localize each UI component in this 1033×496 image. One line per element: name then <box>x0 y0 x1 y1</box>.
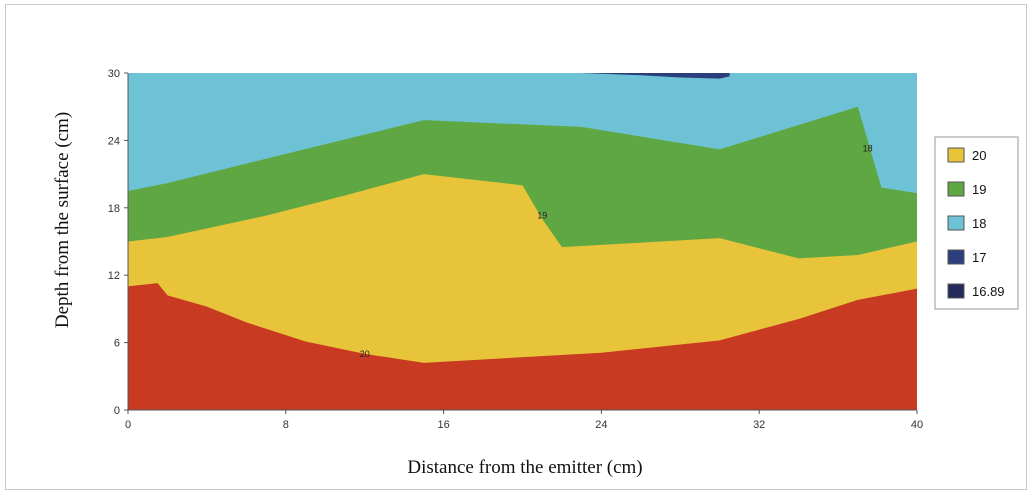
x-tick-label: 40 <box>911 419 923 431</box>
y-tick-label: 6 <box>114 338 120 350</box>
legend-swatch <box>947 181 965 197</box>
contour-label: 19 <box>537 211 547 221</box>
legend: 20 19 18 17 16.89 <box>934 136 1019 310</box>
x-tick-label: 32 <box>753 419 765 431</box>
y-axis-title: Depth from the surface (cm) <box>52 112 73 328</box>
legend-swatch <box>947 283 965 299</box>
legend-label: 17 <box>972 250 986 265</box>
y-tick-label: 18 <box>108 203 120 215</box>
legend-swatch <box>947 147 965 163</box>
x-tick-label: 0 <box>125 419 131 431</box>
chart-frame <box>5 4 1027 490</box>
y-tick-label: 12 <box>108 270 120 282</box>
legend-label: 19 <box>972 182 986 197</box>
x-tick-label: 16 <box>437 419 449 431</box>
x-tick-label: 24 <box>595 419 607 431</box>
plot-regions <box>128 73 917 410</box>
x-tick-label: 8 <box>283 419 289 431</box>
dark-blue-patch <box>581 73 730 79</box>
y-tick-label: 30 <box>108 68 120 80</box>
red-region <box>128 283 917 410</box>
y-tick-label: 0 <box>114 405 120 417</box>
contour-label: 20 <box>360 349 370 359</box>
legend-swatch <box>947 249 965 265</box>
x-axis-title: Distance from the emitter (cm) <box>407 457 642 478</box>
axes: 0 8 16 24 32 40 0 6 12 18 24 30 <box>108 68 923 431</box>
legend-label: 20 <box>972 148 986 163</box>
legend-swatch <box>947 215 965 231</box>
legend-label: 18 <box>972 216 986 231</box>
contour-labels: 20 19 18 <box>360 143 873 359</box>
contour-label: 18 <box>863 143 873 153</box>
legend-label: 16.89 <box>972 284 1005 299</box>
y-tick-label: 24 <box>108 135 120 147</box>
